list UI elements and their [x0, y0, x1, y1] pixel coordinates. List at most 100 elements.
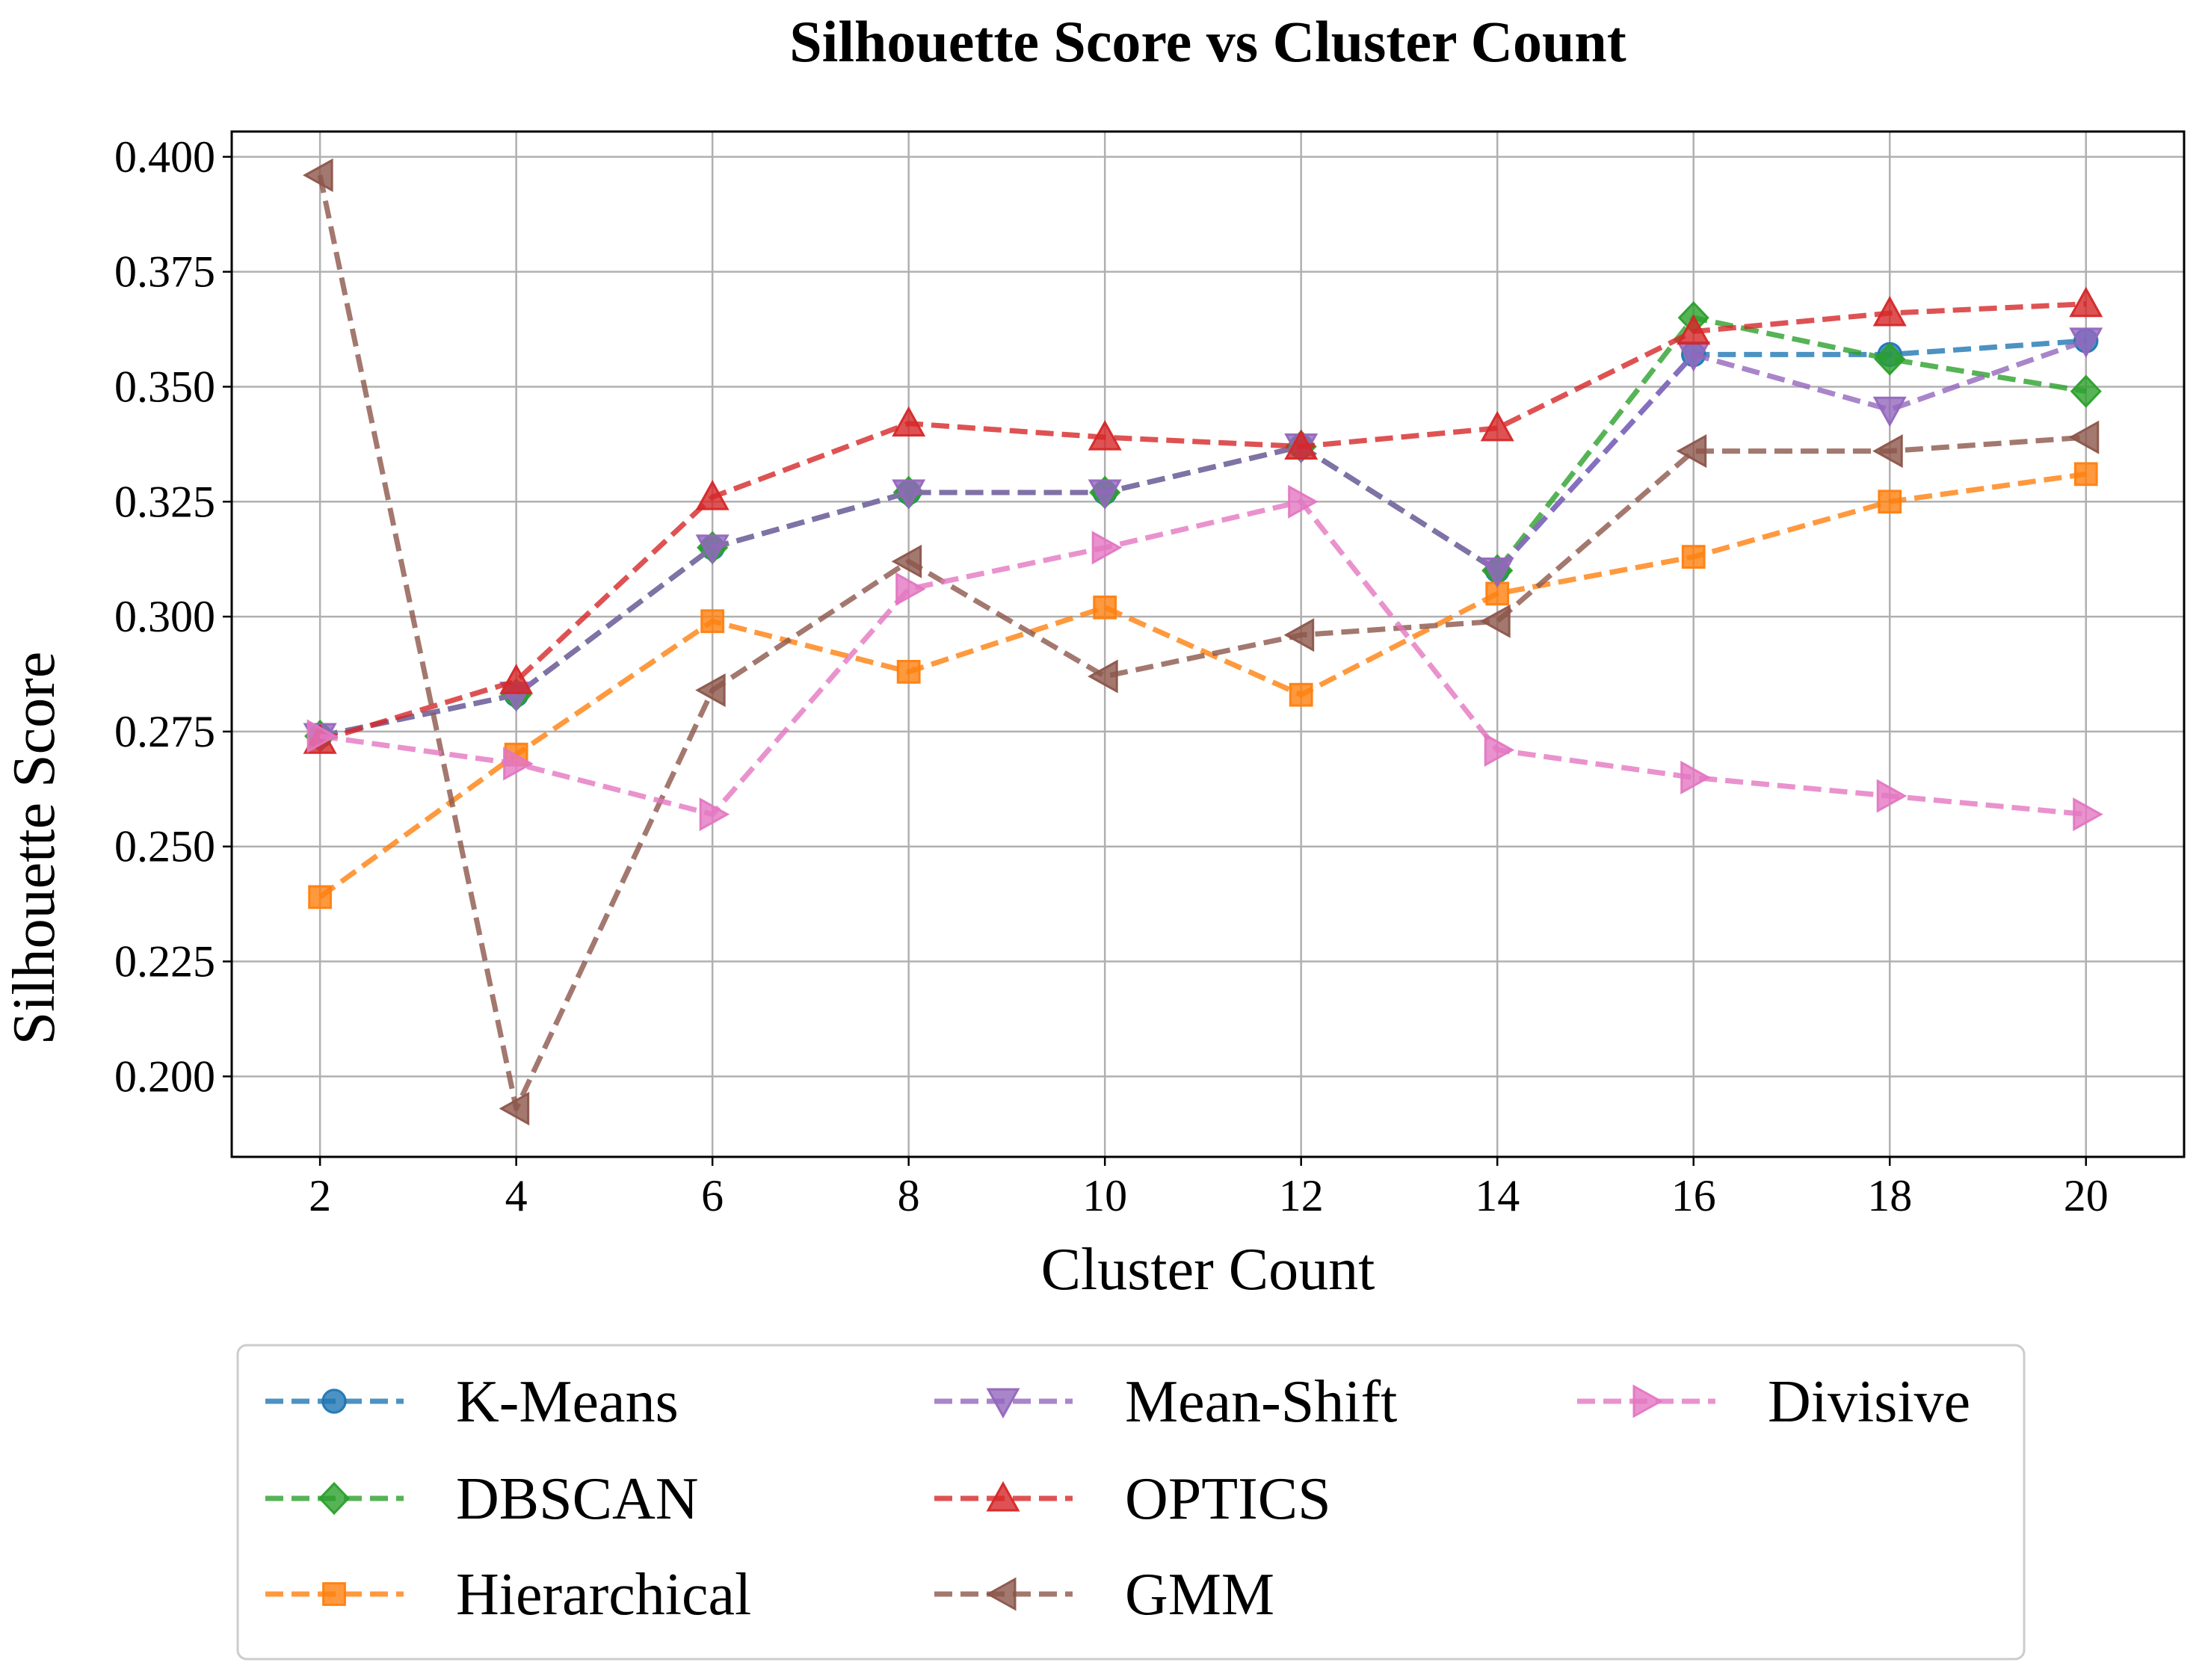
x-tick-label: 12	[1279, 1171, 1324, 1220]
data-point-hierarchical	[1681, 545, 1706, 569]
data-point-divisive	[1288, 484, 1319, 519]
data-point-hierarchical	[1093, 595, 1117, 620]
legend-label-divisive: Divisive	[1768, 1369, 1970, 1435]
series-hierarchical	[308, 462, 2098, 910]
x-tick-label: 6	[701, 1171, 724, 1220]
data-point-divisive	[1484, 732, 1515, 768]
legend-label-dbscan: DBSCAN	[456, 1466, 699, 1532]
y-tick-label: 0.400	[114, 132, 215, 182]
x-tick-label: 4	[505, 1171, 528, 1220]
x-axis-label: Cluster Count	[1041, 1237, 1375, 1303]
series-line-hierarchical	[318, 471, 2087, 900]
y-tick-label: 0.300	[114, 592, 215, 641]
data-point-gmm	[891, 544, 922, 578]
legend-item-dbscan: DBSCAN	[265, 1466, 699, 1532]
data-point-optics	[2069, 286, 2103, 318]
series-divisive	[306, 484, 2103, 832]
legend-label-k-means: K-Means	[456, 1369, 679, 1435]
series-line-gmm	[317, 174, 2086, 1111]
data-point-mean-shift	[892, 479, 926, 510]
legend-marker-dbscan	[318, 1481, 351, 1516]
y-tick-label: 0.375	[114, 247, 215, 297]
y-tick-label: 0.325	[114, 477, 215, 526]
data-point-divisive	[895, 572, 926, 606]
legend-label-optics: OPTICS	[1125, 1466, 1331, 1532]
data-point-dbscan	[2070, 374, 2102, 408]
y-tick-label: 0.250	[114, 822, 215, 871]
legend-item-hierarchical: Hierarchical	[265, 1562, 751, 1628]
data-point-optics	[1677, 314, 1711, 345]
legend-box	[236, 1344, 2026, 1661]
y-tick-label: 0.225	[114, 937, 215, 986]
data-point-mean-shift	[2069, 327, 2103, 359]
x-tick-label: 14	[1475, 1171, 1520, 1220]
legend: K-Means DBSCAN Hierarchical Mean-Shift OPTIC…	[236, 1344, 2026, 1661]
legend-item-k-means: K-Means	[265, 1369, 679, 1435]
data-point-hierarchical	[308, 885, 333, 910]
legend-marker-mean-shift	[986, 1388, 1020, 1419]
data-point-mean-shift	[1480, 558, 1514, 588]
legend-marker-hierarchical	[322, 1582, 346, 1606]
x-tick-label: 16	[1671, 1171, 1716, 1220]
chart-title: Silhouette Score vs Cluster Count	[789, 9, 1626, 74]
legend-marker-divisive	[1632, 1384, 1664, 1418]
legend-marker-optics	[986, 1480, 1020, 1512]
data-point-hierarchical	[896, 660, 921, 684]
data-point-gmm	[695, 673, 726, 708]
data-point-gmm	[1872, 434, 1903, 469]
legend-label-hierarchical: Hierarchical	[456, 1562, 751, 1628]
series-optics	[303, 286, 2103, 754]
legend-label-mean-shift: Mean-Shift	[1125, 1369, 1397, 1435]
data-point-gmm	[1283, 618, 1315, 652]
y-axis-ticks: 0.200 0.225 0.250 0.275 0.300 0.325 0.350 0.375…	[114, 132, 232, 1101]
legend-marker-gmm	[985, 1577, 1017, 1611]
data-point-hierarchical	[1289, 682, 1313, 707]
data-point-divisive	[1680, 760, 1711, 794]
data-point-hierarchical	[700, 609, 725, 634]
data-point-hierarchical	[2073, 462, 2098, 487]
legend-item-mean-shift: Mean-Shift	[934, 1369, 1397, 1435]
series-layer	[303, 158, 2103, 1125]
data-point-divisive	[1091, 531, 1123, 565]
data-point-optics	[1480, 410, 1514, 442]
data-point-mean-shift	[1088, 479, 1122, 510]
data-point-divisive	[306, 719, 338, 753]
series-gmm	[303, 158, 2100, 1125]
series-line-optics	[319, 301, 2086, 744]
legend-item-divisive: Divisive	[1577, 1369, 1970, 1435]
series-line-mean-shift	[319, 338, 2087, 739]
data-point-optics	[695, 480, 730, 510]
data-point-mean-shift	[695, 534, 730, 565]
plot-frame	[230, 130, 2186, 1158]
data-point-optics	[892, 406, 926, 437]
x-tick-label: 10	[1082, 1171, 1127, 1220]
x-tick-label: 2	[309, 1171, 331, 1220]
y-axis-label: Silhouette Score	[1, 652, 67, 1046]
grid	[232, 132, 2184, 1157]
series-mean-shift	[303, 327, 2103, 754]
y-tick-label: 0.350	[114, 362, 215, 411]
data-point-mean-shift	[1872, 396, 1907, 427]
data-point-divisive	[699, 797, 730, 832]
data-point-gmm	[1480, 604, 1511, 638]
x-tick-label: 8	[898, 1171, 920, 1220]
data-point-optics	[499, 664, 534, 694]
data-point-gmm	[303, 158, 333, 192]
series-line-divisive	[319, 498, 2087, 818]
legend-marker-k-means	[321, 1389, 347, 1414]
data-point-divisive	[2073, 797, 2103, 832]
data-point-optics	[1284, 429, 1319, 460]
y-tick-label: 0.200	[114, 1051, 215, 1101]
data-point-gmm	[1088, 659, 1118, 694]
data-point-gmm	[1676, 434, 1707, 469]
x-axis-ticks: 2 4 6 8 10 12 14 16 18 20	[309, 1157, 2109, 1220]
x-tick-label: 18	[1867, 1171, 1912, 1220]
data-point-divisive	[503, 747, 534, 781]
data-point-hierarchical	[1878, 490, 1902, 514]
legend-item-optics: OPTICS	[934, 1466, 1331, 1532]
y-tick-label: 0.275	[114, 707, 215, 756]
legend-label-gmm: GMM	[1125, 1562, 1274, 1628]
data-point-gmm	[499, 1091, 530, 1125]
series-line-k-means	[319, 338, 2086, 739]
